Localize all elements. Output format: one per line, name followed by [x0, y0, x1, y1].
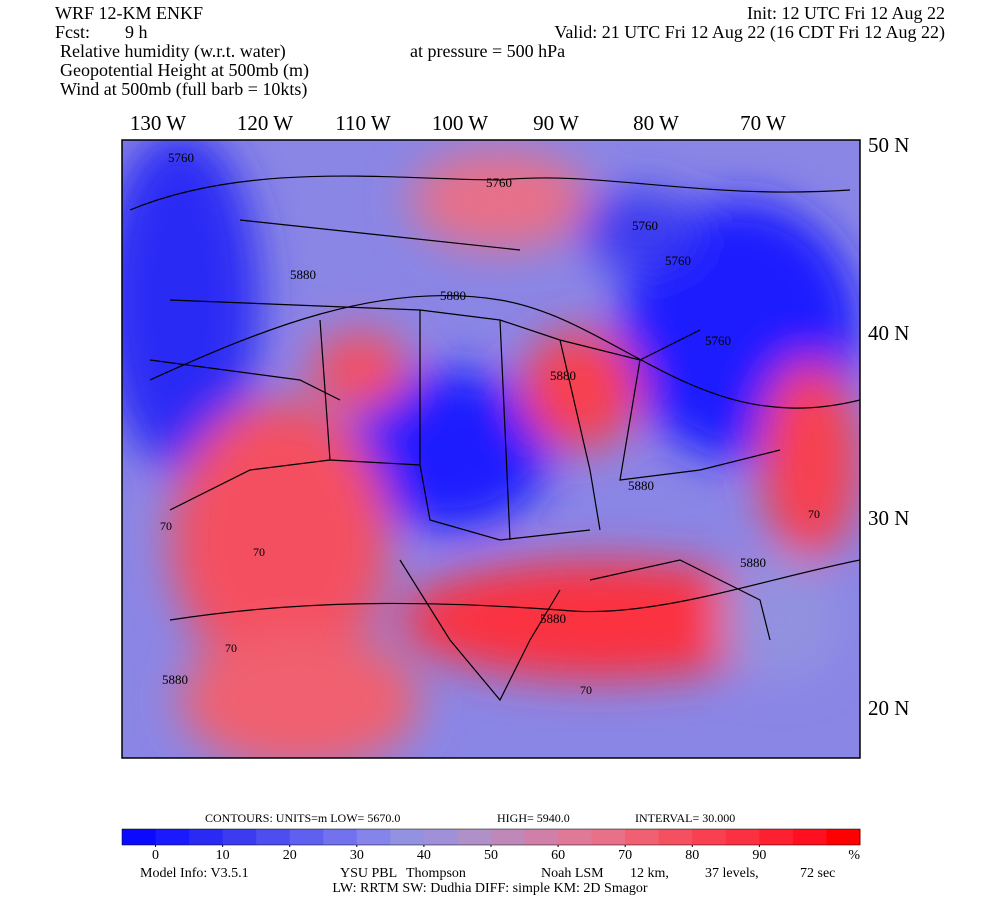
colorbar-swatch	[826, 829, 861, 845]
colorbar: 0 10 20 30 40 50 60 70 80 90%	[121, 828, 861, 863]
colorbar-tick-label: 90	[752, 848, 766, 863]
colorbar-swatch	[390, 829, 425, 845]
contours-interval: INTERVAL= 30.000	[635, 811, 735, 825]
footer-item: 72 sec	[800, 866, 835, 881]
colorbar-swatch	[524, 829, 559, 845]
colorbar-swatch	[222, 829, 257, 845]
colorbar-tick-label: 0	[152, 848, 159, 863]
colorbar-tick-label: 70	[618, 848, 632, 863]
contour-label: 5880	[550, 368, 576, 383]
colorbar-unit: %	[848, 848, 860, 863]
lon-label: 130 W	[130, 111, 186, 135]
init: Init: 12 UTC Fri 12 Aug 22	[747, 3, 945, 23]
model: WRF 12-KM ENKF	[55, 3, 203, 23]
colorbar-swatch	[256, 829, 291, 845]
colorbar-tick-label: 50	[484, 848, 498, 863]
contour-label: 70	[160, 519, 172, 533]
contour-label: 5760	[486, 175, 512, 190]
fcst-label: Fcst:	[55, 22, 90, 42]
footer-item: Model Info: V3.5.1	[140, 866, 249, 881]
footer-line: Model Info: V3.5.1 YSU PBL Thompson Noah LS…	[140, 866, 835, 881]
field: Wind at 500mb (full barb = 10kts)	[60, 79, 307, 100]
lat-label: 40 N	[868, 321, 909, 345]
lon-label: 110 W	[335, 111, 391, 135]
colorbar-swatch	[625, 829, 660, 845]
contour-label: 5760	[632, 218, 658, 233]
colorbar-swatch	[792, 829, 827, 845]
colorbar-tick-label: 60	[551, 848, 565, 863]
colorbar-swatch	[759, 829, 794, 845]
contour-label: 70	[580, 683, 592, 697]
contour-label: 5880	[740, 555, 766, 570]
colorbar-tick-label: 30	[350, 848, 364, 863]
pressure: at pressure = 500 hPa	[410, 41, 565, 61]
valid: Valid: 21 UTC Fri 12 Aug 22 (16 CDT Fri …	[554, 22, 945, 43]
contour-label: 5880	[290, 267, 316, 282]
colorbar-tick-label: 20	[283, 848, 297, 863]
map-frame	[121, 139, 861, 759]
colorbar-swatch	[457, 829, 492, 845]
lat-labels: 50 N 40 N 30 N 20 N	[868, 133, 909, 720]
lon-label: 100 W	[432, 111, 488, 135]
colorbar-swatch	[122, 829, 157, 845]
contour-label: 5760	[168, 150, 194, 165]
contour-label: 5760	[705, 333, 731, 348]
contour-label: 70	[808, 507, 820, 521]
footer-item: 12 km,	[630, 866, 669, 881]
colorbar-tick-label: 80	[685, 848, 699, 863]
colorbar-tick-label: 40	[417, 848, 431, 863]
lon-label: 80 W	[633, 111, 679, 135]
lon-label: 120 W	[237, 111, 293, 135]
contour-labels: 5760 5760 5760 5760 5880 5880 5880 5760 …	[160, 150, 820, 697]
field: Relative humidity (w.r.t. water)	[60, 41, 286, 62]
colorbar-swatch	[725, 829, 760, 845]
contour-label: 5880	[628, 478, 654, 493]
colorbar-swatch	[692, 829, 727, 845]
map	[122, 140, 860, 758]
lat-label: 30 N	[868, 506, 909, 530]
colorbar-swatch	[423, 829, 458, 845]
contours: CONTOURS: UNITS=m LOW= 5670.0	[205, 811, 400, 825]
footer-item: Thompson	[406, 866, 466, 881]
lon-labels: 130 W 120 W 110 W 100 W 90 W 80 W 70 W	[130, 111, 786, 135]
contour-label: 5760	[665, 253, 691, 268]
field: Geopotential Height at 500mb (m)	[60, 60, 309, 81]
lon-label: 70 W	[740, 111, 786, 135]
lat-label: 20 N	[868, 696, 909, 720]
contour-label: 5880	[540, 611, 566, 626]
colorbar-swatch	[356, 829, 391, 845]
colorbar-swatch	[491, 829, 526, 845]
colorbar-swatch	[289, 829, 324, 845]
footer-item: YSU PBL	[340, 866, 397, 881]
colorbar-swatch	[155, 829, 190, 845]
contour-label: 70	[253, 545, 265, 559]
fcst-value: 9 h	[125, 22, 148, 42]
contour-label: 5880	[162, 672, 188, 687]
footer-item: 37 levels,	[705, 866, 759, 881]
contour-label: 70	[225, 641, 237, 655]
colorbar-tick-label: 10	[216, 848, 230, 863]
colorbar-swatch	[323, 829, 358, 845]
lat-label: 50 N	[868, 133, 909, 157]
colorbar-swatch	[558, 829, 593, 845]
colorbar-swatch	[658, 829, 693, 845]
colorbar-swatch	[189, 829, 224, 845]
colorbar-swatch	[591, 829, 626, 845]
footer-line: LW: RRTM SW: Dudhia DIFF: simple KM: 2D …	[332, 881, 648, 896]
contour-label: 5880	[440, 288, 466, 303]
contours-high: HIGH= 5940.0	[497, 811, 570, 825]
lon-label: 90 W	[533, 111, 579, 135]
footer-item: Noah LSM	[541, 866, 604, 881]
